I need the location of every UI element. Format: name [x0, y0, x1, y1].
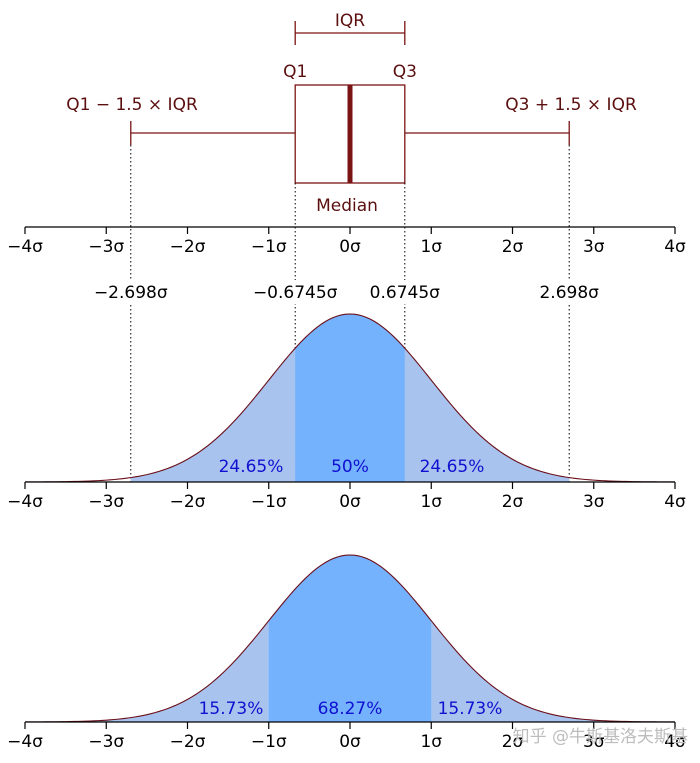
tick-label: 2σ	[502, 237, 524, 257]
pdf2-percent-right: 15.73%	[438, 699, 503, 719]
tick-label: 2σ	[502, 492, 524, 512]
tick-label: −1σ	[251, 732, 287, 752]
tick-label: 4σ	[664, 492, 686, 512]
tick-label: −3σ	[88, 492, 124, 512]
quantile-label-neg-0.6745: −0.6745σ	[253, 283, 338, 303]
tick-label: 1σ	[420, 492, 442, 512]
tick-label: −4σ	[7, 732, 43, 752]
tick-label: −3σ	[88, 237, 124, 257]
normal-pdf-iqr-panel: 24.65% 50% 24.65%	[24, 313, 676, 483]
tick-label: 4σ	[664, 732, 686, 752]
pdf2-one-sigma-region	[268, 555, 432, 722]
median-label: Median	[316, 196, 378, 216]
q1-label: Q1	[283, 62, 307, 82]
tick-label: −3σ	[88, 732, 124, 752]
tick-label: 4σ	[664, 237, 686, 257]
upper-whisker-label: Q3 + 1.5 × IQR	[505, 95, 637, 115]
tick-label: 2σ	[502, 732, 524, 752]
pdf1-percent-right: 24.65%	[420, 457, 485, 477]
quantile-label-3-bg	[533, 280, 606, 304]
tick-label: −4σ	[7, 492, 43, 512]
quantile-label-2-bg	[364, 280, 445, 304]
axis-sigma-middle: −4σ −3σ −2σ −1σ 0σ 1σ 2σ 3σ 4σ	[7, 481, 686, 512]
pdf2-percent-center: 68.27%	[318, 699, 383, 719]
quantile-label-1-bg	[245, 280, 346, 304]
tick-label: 1σ	[420, 732, 442, 752]
tick-label: −2σ	[170, 492, 206, 512]
quantile-labels: −2.698σ −0.6745σ 0.6745σ 2.698σ	[86, 280, 606, 304]
quantile-label-0-bg	[86, 280, 175, 304]
tick-label: 3σ	[583, 732, 605, 752]
quantile-label-2.698: 2.698σ	[539, 283, 599, 303]
axis-sigma-bottom: −4σ −3σ −2σ −1σ 0σ 1σ 2σ 3σ 4σ	[7, 721, 686, 752]
tick-label: 0σ	[339, 237, 361, 257]
pdf1-iqr-region	[295, 314, 405, 482]
pdf1-percent-center: 50%	[331, 457, 369, 477]
watermark: 知乎 @牛斯基洛夫斯基	[513, 727, 688, 747]
tick-label: 0σ	[339, 732, 361, 752]
lower-whisker-label: Q1 − 1.5 × IQR	[66, 95, 198, 115]
pdf2-curve	[24, 554, 676, 723]
tick-label: −1σ	[251, 492, 287, 512]
pdf1-curve	[24, 313, 676, 483]
normal-pdf-sigma-panel: 15.73% 68.27% 15.73%	[24, 554, 676, 723]
pdf2-percent-left: 15.73%	[199, 699, 264, 719]
tick-label: −2σ	[170, 237, 206, 257]
quantile-label-neg-2.698: −2.698σ	[94, 283, 168, 303]
tick-label: 0σ	[339, 492, 361, 512]
tick-label: 1σ	[420, 237, 442, 257]
tick-label: 3σ	[583, 492, 605, 512]
axis-sigma-top: −4σ −3σ −2σ −1σ 0σ 1σ 2σ 3σ 4σ	[7, 226, 686, 257]
tick-label: −1σ	[251, 237, 287, 257]
quantile-label-0.6745: 0.6745σ	[370, 283, 440, 303]
tick-label: 3σ	[583, 237, 605, 257]
tick-label: −4σ	[7, 237, 43, 257]
tick-label: −2σ	[170, 732, 206, 752]
q3-label: Q3	[393, 62, 417, 82]
iqr-label: IQR	[335, 11, 365, 31]
pdf1-percent-left: 24.65%	[219, 457, 284, 477]
boxplot-panel: IQR Q1 Q3 Q1 − 1.5 × IQR Q3 + 1.5 × IQR …	[66, 11, 637, 216]
